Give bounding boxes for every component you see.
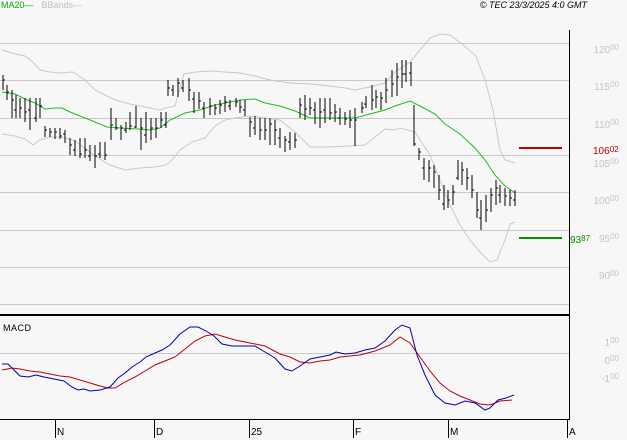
macd-signal-line: [1, 333, 513, 406]
ohlc-bars: [2, 60, 516, 230]
x-label-2025: 25: [251, 427, 263, 438]
bollinger-bands: [1, 33, 516, 263]
support-value-label: 9387: [570, 234, 591, 246]
macd-y-label-1: 100: [604, 336, 619, 349]
chart-legend: MA20— BBands—: [1, 0, 82, 11]
y-label-100: 10000: [593, 194, 619, 207]
y-label-115: 11500: [594, 80, 619, 93]
x-label-nov: N: [57, 427, 65, 438]
copyright-timestamp: © TEC 23/3/2025 4:0 GMT: [479, 0, 587, 10]
macd-y-label-minus1: -100: [601, 372, 619, 385]
ma20-line: [1, 91, 516, 194]
x-label-dec: D: [156, 427, 164, 438]
y-label-105: 10500: [593, 157, 619, 170]
legend-ma20: MA20—: [1, 0, 34, 10]
resistance-value-label: 10602: [593, 145, 619, 157]
y-label-110: 11000: [594, 118, 619, 131]
y-label-95: 9500: [598, 232, 619, 245]
macd-y-label-0: 000: [604, 354, 619, 367]
x-axis-ticks: [55, 420, 568, 438]
legend-bbands: BBands—: [41, 0, 83, 10]
macd-panel-title: MACD: [3, 323, 32, 333]
x-label-apr: A: [569, 427, 576, 438]
macd-line: [2, 324, 515, 411]
y-label-120: 12000: [593, 43, 619, 56]
price-gridlines: [0, 43, 569, 305]
x-label-feb: F: [355, 427, 362, 438]
x-label-mar: M: [450, 427, 459, 438]
y-label-90: 9000: [598, 269, 619, 282]
